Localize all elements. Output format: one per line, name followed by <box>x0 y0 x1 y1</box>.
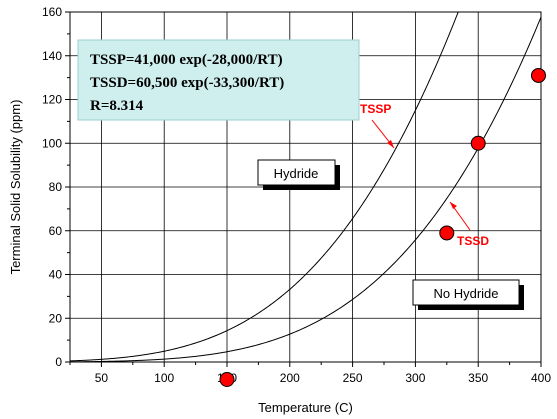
x-tick-label: 300 <box>405 371 425 385</box>
hydride-label-text: Hydride <box>274 166 319 181</box>
x-tick-label: 350 <box>468 371 488 385</box>
data-points <box>219 67 546 387</box>
curves <box>69 11 542 363</box>
data-point <box>439 225 455 241</box>
tssd-curve-annotation: TSSD <box>449 201 489 248</box>
y-tick-label: 120 <box>42 93 62 107</box>
y-tick-label: 20 <box>49 311 63 325</box>
curve-tssp <box>69 11 459 362</box>
equation-r-constant: R=8.314 <box>90 98 144 114</box>
y-tick-label: 140 <box>42 49 62 63</box>
data-point <box>530 67 546 83</box>
data-point <box>470 135 486 151</box>
y-tick-label: 80 <box>49 180 63 194</box>
x-axis-title: Temperature (C) <box>258 400 353 415</box>
y-tick-label: 0 <box>55 355 62 369</box>
y-tick-label: 40 <box>49 268 63 282</box>
equation-tssp: TSSP=41,000 exp(-28,000/RT) <box>90 52 283 68</box>
tssp-curve-annotation: TSSP <box>360 102 395 149</box>
hydride-region-label: Hydride <box>257 159 340 190</box>
x-tick-label: 50 <box>95 371 109 385</box>
equation-tssd: TSSD=60,500 exp(-33,300/RT) <box>90 75 284 91</box>
y-tick-label: 160 <box>42 5 62 19</box>
x-tick-label: 400 <box>531 371 551 385</box>
tssp-curve-label: TSSP <box>360 102 391 116</box>
no-hydride-label-text: No Hydride <box>433 286 498 301</box>
tssd-curve-label: TSSD <box>457 234 489 248</box>
x-tick-label: 200 <box>280 371 300 385</box>
y-tick-label: 60 <box>49 224 63 238</box>
curve-tssd <box>69 16 542 363</box>
equation-box: TSSP=41,000 exp(-28,000/RT) TSSD=60,500 … <box>77 39 360 121</box>
y-axis-title: Terminal Solid Solubility (ppm) <box>8 100 23 275</box>
y-tick-label: 100 <box>42 136 62 150</box>
x-tick-label: 250 <box>343 371 363 385</box>
no-hydride-region-label: No Hydride <box>412 279 524 310</box>
x-tick-label: 100 <box>154 371 174 385</box>
data-point <box>219 372 235 387</box>
